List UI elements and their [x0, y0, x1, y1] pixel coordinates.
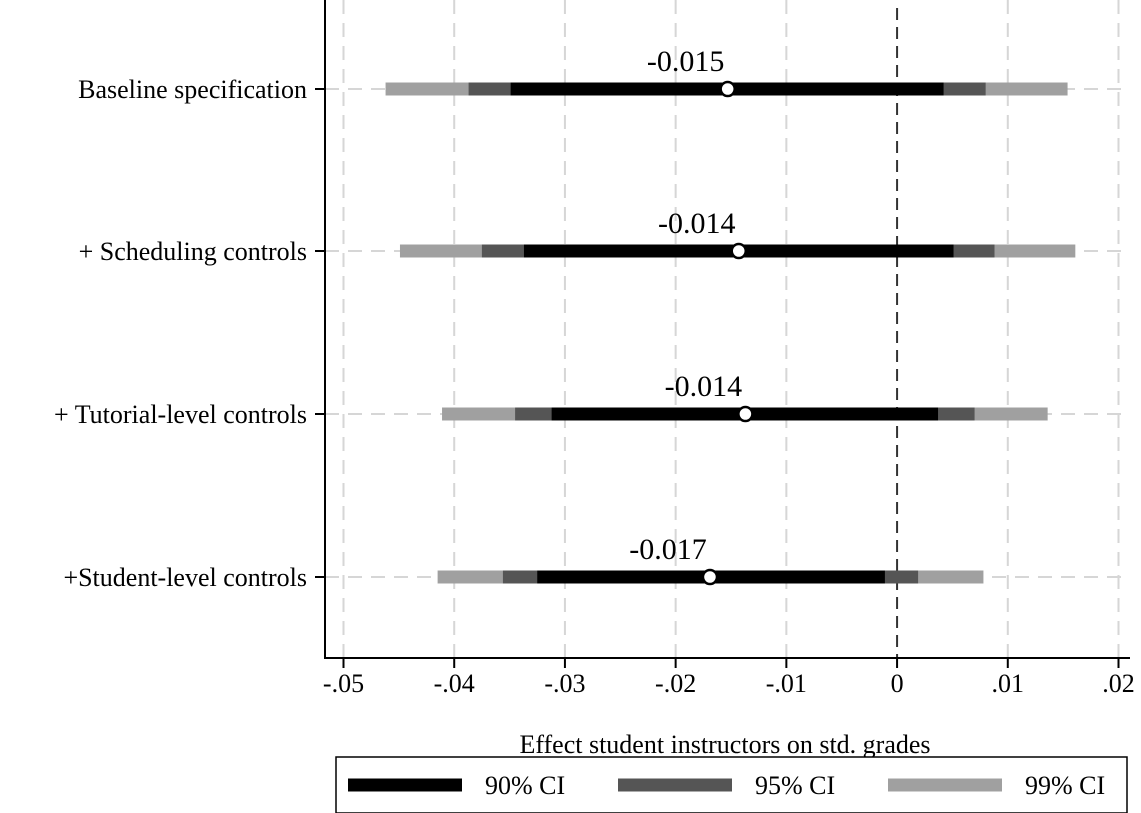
- y-axis-ticks: [315, 88, 325, 578]
- x-tick-label: .01: [992, 669, 1025, 698]
- x-axis-title: Effect student instructors on std. grade…: [519, 730, 930, 759]
- estimate-label: -0.014: [658, 207, 736, 240]
- point-estimate: [701, 568, 719, 586]
- point-estimate: [719, 80, 736, 98]
- point-estimate: [737, 405, 754, 423]
- x-tick-label: 0: [891, 669, 904, 698]
- estimate-label: -0.015: [647, 45, 725, 78]
- row-gridlines: [325, 88, 1130, 578]
- estimate-label: -0.017: [629, 533, 707, 566]
- estimate-labels: -0.015 -0.014 -0.014 -0.017: [629, 45, 742, 566]
- x-tick-label: .02: [1102, 669, 1135, 698]
- legend-label-ci95: 95% CI: [755, 771, 835, 800]
- x-tick-label: -.04: [434, 669, 475, 698]
- x-tick-label: -.05: [323, 669, 364, 698]
- row-label: Baseline specification: [78, 75, 307, 104]
- point-estimates: [701, 80, 754, 586]
- x-axis-tick-labels: -.05 -.04 -.03 -.02 -.01 0 .01 .02: [323, 669, 1135, 698]
- estimate-label: -0.014: [665, 370, 743, 403]
- row-label: +Student-level controls: [63, 563, 307, 592]
- row-label: + Tutorial-level controls: [54, 400, 307, 429]
- confidence-intervals: [385, 82, 1076, 584]
- legend-label-ci99: 99% CI: [1025, 771, 1105, 800]
- y-axis-labels: Baseline specification + Scheduling contr…: [54, 75, 307, 592]
- grid: [342, 0, 1120, 658]
- point-estimate: [730, 242, 747, 260]
- x-tick-label: -.03: [544, 669, 585, 698]
- plot-axes: [324, 0, 1130, 659]
- x-tick-label: -.02: [655, 669, 696, 698]
- x-tick-label: -.01: [766, 669, 807, 698]
- x-axis-ticks: [342, 658, 1120, 668]
- legend-label-ci90: 90% CI: [485, 771, 565, 800]
- legend: 90% CI 95% CI 99% CI: [335, 756, 1128, 813]
- row-label: + Scheduling controls: [79, 237, 307, 266]
